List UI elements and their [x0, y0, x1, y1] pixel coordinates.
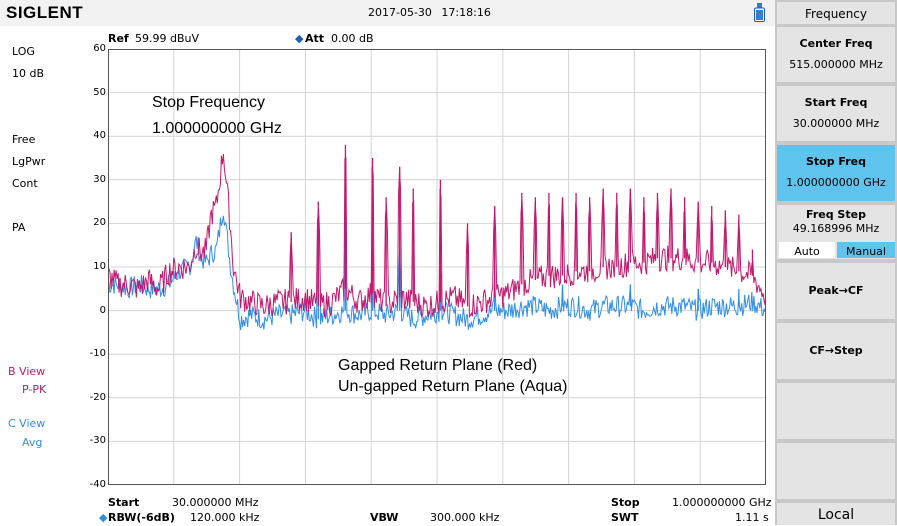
plot-border: [108, 49, 766, 485]
sweep-mode: Cont: [12, 177, 38, 190]
scale-div: 10 dB: [12, 67, 45, 80]
att-value: 0.00 dB: [331, 32, 374, 45]
cf-to-step-softkey[interactable]: CF→Step: [777, 323, 895, 379]
trace-b-detector: P-PK: [22, 383, 47, 396]
y-tick-label: 20: [93, 217, 106, 229]
vbw-label: VBW: [370, 511, 399, 524]
y-tick-label: -30: [89, 435, 106, 447]
spectrum-plot: [108, 49, 766, 485]
stop-value: 1.000000000 GHz: [672, 496, 772, 509]
start-freq-softkey[interactable]: Start Freq 30.000000 MHz: [777, 86, 895, 141]
trace-b-label: B View: [8, 365, 46, 378]
stop-frequency-value-annotation: 1.000000000 GHz: [152, 120, 282, 137]
rbw-marker-icon: ◆: [99, 511, 108, 524]
y-tick-label: -10: [89, 348, 106, 360]
series-line-red: [108, 154, 766, 319]
brand-logo: SIGLENT: [6, 3, 84, 22]
y-tick-label: 50: [93, 86, 106, 98]
menu-title: Frequency: [777, 2, 895, 24]
freq-step-manual-option[interactable]: Manual: [837, 242, 895, 258]
local-button[interactable]: Local: [777, 503, 895, 525]
date-time: 2017-05-30 17:18:16: [368, 6, 491, 19]
empty-softkey-2[interactable]: [777, 443, 895, 499]
softkey-panel: Frequency Center Freq 515.000000 MHz Sta…: [775, 0, 897, 525]
y-tick-label: 60: [93, 43, 106, 54]
legend-aqua-annotation: Un-gapped Return Plane (Aqua): [338, 378, 568, 395]
trace-red-group: [108, 144, 766, 319]
stop-frequency-annotation: Stop Frequency: [152, 94, 265, 111]
legend-red-annotation: Gapped Return Plane (Red): [338, 357, 538, 374]
usb-icon: [754, 3, 765, 22]
center-freq-softkey[interactable]: Center Freq 515.000000 MHz: [777, 27, 895, 82]
stop-label: Stop: [611, 496, 640, 509]
scale-type: LOG: [12, 45, 35, 58]
att-label: Att: [305, 32, 325, 45]
series-line-aqua: [108, 209, 766, 331]
left-status-panel: LOG 10 dB Free LgPwr Cont PA B View P-PK…: [0, 26, 80, 525]
peak-to-cf-softkey[interactable]: Peak→CF: [777, 263, 895, 319]
top-status-bar: SIGLENT 2017-05-30 17:18:16: [0, 0, 775, 26]
freq-step-softkey[interactable]: Freq Step 49.168996 MHz Auto Manual: [777, 205, 895, 259]
y-tick-label: 40: [93, 130, 106, 142]
empty-softkey-1[interactable]: [777, 383, 895, 439]
start-value: 30.000000 MHz: [172, 496, 259, 509]
ref-label: Ref: [108, 32, 129, 45]
average-type: LgPwr: [12, 155, 46, 168]
start-label: Start: [108, 496, 140, 509]
preamp-status: PA: [12, 221, 26, 234]
trace-c-label: C View: [8, 417, 46, 430]
y-tick-label: -20: [89, 391, 106, 403]
stop-freq-softkey[interactable]: Stop Freq 1.000000000 GHz: [777, 145, 895, 201]
trigger-mode: Free: [12, 133, 36, 146]
trace-c-detector: Avg: [22, 436, 43, 449]
freq-step-auto-option[interactable]: Auto: [779, 242, 835, 258]
y-tick-label: 10: [93, 261, 106, 272]
y-tick-label: 30: [93, 173, 106, 185]
vbw-value: 300.000 kHz: [430, 511, 500, 524]
swt-value: 1.11 s: [735, 511, 769, 524]
y-tick-label: 0: [99, 304, 106, 316]
swt-label: SWT: [611, 511, 639, 524]
ref-value: 59.99 dBuV: [135, 32, 200, 45]
rbw-label: RBW(-6dB): [108, 511, 175, 524]
y-tick-label: -40: [89, 479, 106, 490]
att-marker-icon: ◆: [295, 32, 304, 45]
rbw-value: 120.000 kHz: [190, 511, 260, 524]
